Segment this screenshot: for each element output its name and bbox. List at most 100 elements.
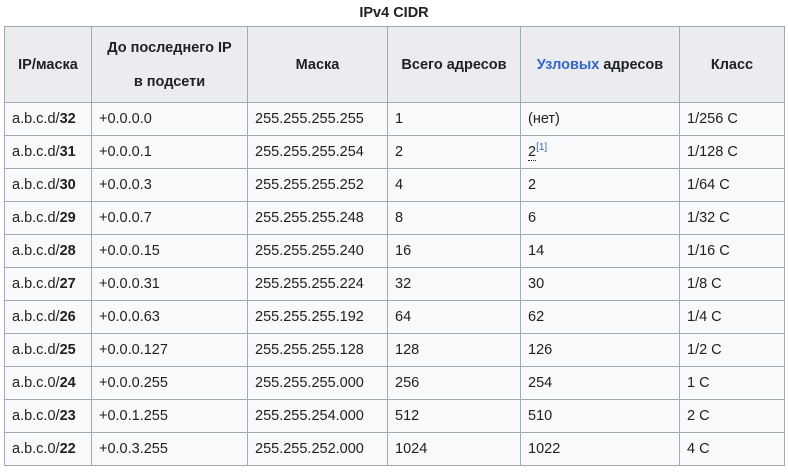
- cell-hosts: 6: [520, 201, 680, 235]
- prefix-length: 23: [59, 408, 76, 424]
- prefix-length: 30: [59, 177, 76, 193]
- cell-total: 16: [387, 234, 521, 268]
- cell-class: 1/8 C: [679, 267, 785, 301]
- hosts-value: 510: [528, 408, 553, 424]
- header-hosts-rest: адресов: [599, 56, 664, 73]
- header-row: IP/маска До последнего IP в подсети Маск…: [4, 26, 785, 103]
- hosts-value: 1022: [528, 441, 561, 457]
- cell-to-last-ip: +0.0.0.15: [91, 234, 248, 268]
- table-row: a.b.c.d/27 +0.0.0.31 255.255.255.224 32 30 1/…: [4, 267, 785, 301]
- cell-hosts: 62: [520, 300, 680, 334]
- cell-class: 1/4 C: [679, 300, 785, 334]
- cell-total: 8: [387, 201, 521, 235]
- ip-prefix-text: a.b.c.0/: [12, 441, 60, 457]
- ip-prefix-text: a.b.c.d/: [12, 309, 60, 325]
- cell-mask: 255.255.255.000: [247, 366, 388, 400]
- cell-ip-mask: a.b.c.d/32: [4, 102, 92, 136]
- cell-mask: 255.255.255.224: [247, 267, 388, 301]
- cell-to-last-ip: +0.0.0.31: [91, 267, 248, 301]
- cell-to-last-ip: +0.0.1.255: [91, 399, 248, 433]
- cell-to-last-ip: +0.0.0.0: [91, 102, 248, 136]
- cell-to-last-ip: +0.0.0.255: [91, 366, 248, 400]
- cell-mask: 255.255.255.240: [247, 234, 388, 268]
- table-row: a.b.c.0/22 +0.0.3.255 255.255.252.000 1024 1…: [4, 432, 785, 466]
- ip-prefix-text: a.b.c.d/: [12, 243, 60, 259]
- prefix-length: 32: [59, 111, 76, 127]
- table-caption: IPv4 CIDR: [359, 5, 429, 21]
- cell-hosts: 30: [520, 267, 680, 301]
- cell-ip-mask: a.b.c.d/27: [4, 267, 92, 301]
- cidr-table: IP/маска До последнего IP в подсети Маск…: [4, 26, 785, 466]
- table-row: a.b.c.0/24 +0.0.0.255 255.255.255.000 256 25…: [4, 366, 785, 400]
- cell-class: 1 C: [679, 366, 785, 400]
- table-row: a.b.c.d/29 +0.0.0.7 255.255.255.248 8 6 1/32 …: [4, 201, 785, 235]
- cell-to-last-ip: +0.0.0.3: [91, 168, 248, 202]
- cell-class: 2 C: [679, 399, 785, 433]
- cell-to-last-ip: +0.0.0.1: [91, 135, 248, 169]
- cell-class: 1/16 C: [679, 234, 785, 268]
- cell-ip-mask: a.b.c.d/31: [4, 135, 92, 169]
- cell-mask: 255.255.255.128: [247, 333, 388, 367]
- hosts-value: 62: [528, 309, 545, 325]
- cell-ip-mask: a.b.c.d/28: [4, 234, 92, 268]
- cell-total: 128: [387, 333, 521, 367]
- cell-mask: 255.255.255.192: [247, 300, 388, 334]
- cell-class: 1/64 C: [679, 168, 785, 202]
- table-row: a.b.c.d/26 +0.0.0.63 255.255.255.192 64 62 1/…: [4, 300, 785, 334]
- hosts-value: 2: [528, 177, 537, 193]
- footnote-ref-link[interactable]: [1]: [536, 142, 548, 154]
- cell-class: 1/32 C: [679, 201, 785, 235]
- cell-hosts: 14: [520, 234, 680, 268]
- cell-hosts: 254: [520, 366, 680, 400]
- prefix-length: 24: [59, 375, 76, 391]
- table-row: a.b.c.d/31 +0.0.0.1 255.255.255.254 2 2[1] 1/…: [4, 135, 785, 169]
- cell-ip-mask: a.b.c.0/23: [4, 399, 92, 433]
- cell-class: 4 C: [679, 432, 785, 466]
- hosts-value: 6: [528, 210, 537, 226]
- table-row: a.b.c.d/25 +0.0.0.127 255.255.255.128 128 12…: [4, 333, 785, 367]
- cell-ip-mask: a.b.c.0/24: [4, 366, 92, 400]
- header-to-last-ip-line2: в подсети: [133, 73, 206, 90]
- cell-total: 256: [387, 366, 521, 400]
- ip-prefix-text: a.b.c.d/: [12, 177, 60, 193]
- hosts-value: 254: [528, 375, 553, 391]
- prefix-length: 25: [59, 342, 76, 358]
- hosts-value: 126: [528, 342, 553, 358]
- cell-mask: 255.255.252.000: [247, 432, 388, 466]
- ip-prefix-text: a.b.c.d/: [12, 144, 60, 160]
- table-row: a.b.c.0/23 +0.0.1.255 255.255.254.000 512 51…: [4, 399, 785, 433]
- ip-prefix-text: a.b.c.0/: [12, 375, 60, 391]
- prefix-length: 31: [59, 144, 76, 160]
- cell-mask: 255.255.255.252: [247, 168, 388, 202]
- header-hosts: Узловых адресов: [520, 26, 680, 103]
- cell-ip-mask: a.b.c.d/26: [4, 300, 92, 334]
- cell-to-last-ip: +0.0.0.7: [91, 201, 248, 235]
- table-row: a.b.c.d/30 +0.0.0.3 255.255.255.252 4 2 1/64 …: [4, 168, 785, 202]
- ip-prefix-text: a.b.c.d/: [12, 210, 60, 226]
- table-row: a.b.c.d/28 +0.0.0.15 255.255.255.240 16 14 1/…: [4, 234, 785, 268]
- ip-prefix-text: a.b.c.0/: [12, 408, 60, 424]
- host-addresses-link[interactable]: Узловых: [536, 56, 600, 73]
- cell-total: 2: [387, 135, 521, 169]
- prefix-length: 22: [59, 441, 76, 457]
- hosts-value: (нет): [528, 111, 560, 127]
- cell-hosts: 1022: [520, 432, 680, 466]
- cell-ip-mask: a.b.c.d/29: [4, 201, 92, 235]
- cell-class: 1/128 C: [679, 135, 785, 169]
- cell-ip-mask: a.b.c.0/22: [4, 432, 92, 466]
- cell-class: 1/256 C: [679, 102, 785, 136]
- prefix-length: 29: [59, 210, 76, 226]
- header-to-last-ip-line1: До последнего IP: [107, 39, 232, 56]
- cell-hosts: 126: [520, 333, 680, 367]
- table-row: a.b.c.d/32 +0.0.0.0 255.255.255.255 1 (нет) 1…: [4, 102, 785, 136]
- header-mask: Маска: [247, 26, 388, 103]
- cell-ip-mask: a.b.c.d/30: [4, 168, 92, 202]
- prefix-length: 28: [59, 243, 76, 259]
- cell-total: 4: [387, 168, 521, 202]
- hosts-value: 14: [528, 243, 545, 259]
- header-to-last-ip: До последнего IP в подсети: [91, 26, 248, 103]
- ip-prefix-text: a.b.c.d/: [12, 111, 60, 127]
- cell-mask: 255.255.254.000: [247, 399, 388, 433]
- header-ip-mask: IP/маска: [4, 26, 92, 103]
- cell-hosts: (нет): [520, 102, 680, 136]
